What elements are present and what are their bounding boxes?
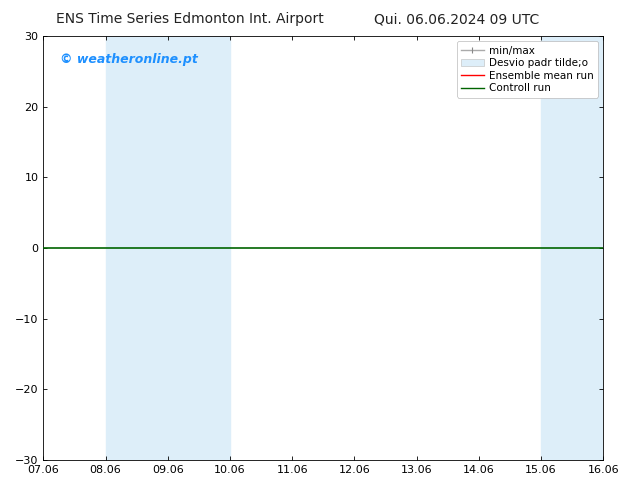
Text: © weatheronline.pt: © weatheronline.pt (60, 53, 198, 66)
Bar (106, 36, 168, 460)
Bar (168, 36, 230, 460)
Bar (541, 36, 603, 460)
Legend: min/max, Desvio padr tilde;o, Ensemble mean run, Controll run: min/max, Desvio padr tilde;o, Ensemble m… (456, 41, 598, 98)
Text: ENS Time Series Edmonton Int. Airport: ENS Time Series Edmonton Int. Airport (56, 12, 324, 26)
Text: Qui. 06.06.2024 09 UTC: Qui. 06.06.2024 09 UTC (374, 12, 539, 26)
